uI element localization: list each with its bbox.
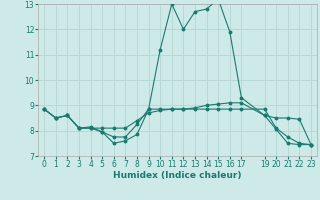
X-axis label: Humidex (Indice chaleur): Humidex (Indice chaleur) — [113, 171, 242, 180]
